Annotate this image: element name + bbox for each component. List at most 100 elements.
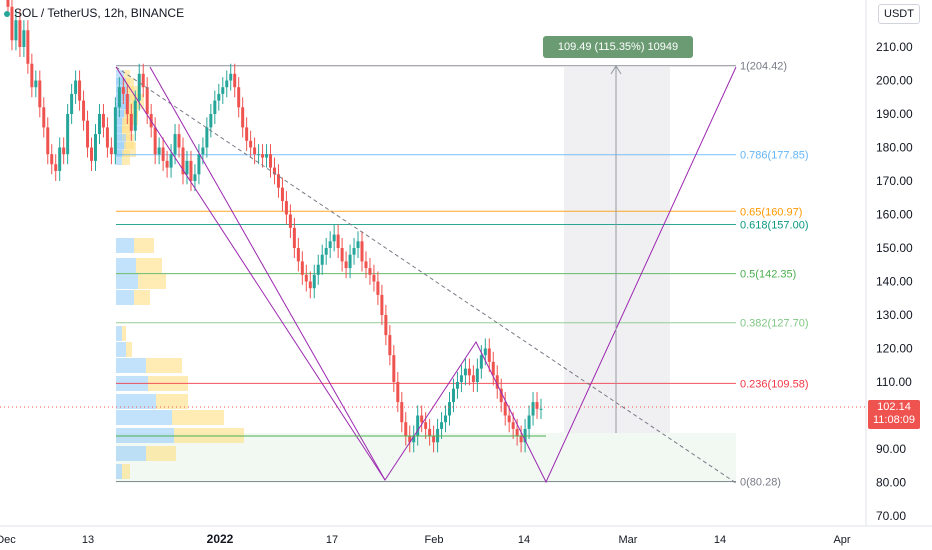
candle-body (455, 382, 459, 389)
candle-body (328, 241, 332, 248)
fib-level-label: 0.786(177.85) (740, 150, 809, 162)
volume-bar-buy (116, 446, 146, 461)
volume-bar-buy (116, 126, 122, 141)
candle-body (26, 30, 30, 64)
candle-body (348, 254, 352, 269)
candle-body (344, 261, 348, 269)
candle-body (82, 100, 86, 121)
candle-body (404, 422, 408, 436)
candle-body (272, 167, 276, 175)
time-tick-label: Dec (0, 534, 16, 546)
volume-bar-buy (116, 118, 122, 133)
candle-body (280, 187, 284, 202)
symbol-title[interactable]: SOL / TetherUS, 12h, BINANCE (4, 6, 184, 20)
price-tick-label: 210.00 (876, 40, 913, 54)
price-tick-label: 180.00 (876, 141, 913, 155)
candle-body (249, 140, 253, 148)
candle-body (356, 241, 360, 248)
price-tick-label: 130.00 (876, 308, 913, 322)
candle-body (479, 355, 483, 369)
volume-bar-buy (116, 134, 126, 149)
volume-bar-sell (136, 258, 162, 273)
candle-body (384, 315, 388, 336)
candle-body (380, 294, 384, 315)
candle-body (42, 107, 46, 128)
candle-body (233, 73, 237, 88)
candle-body (388, 335, 392, 356)
purple-path[interactable] (115, 66, 737, 484)
price-tick-label: 120.00 (876, 342, 913, 356)
candle-body (364, 261, 368, 269)
candle-body (14, 20, 18, 41)
candle-body (332, 234, 336, 242)
time-tick-label: 14 (714, 534, 726, 546)
currency-button[interactable]: USDT (878, 4, 920, 24)
volume-bar-sell (146, 446, 176, 461)
candle-body (459, 375, 463, 382)
candle-body (511, 422, 515, 429)
candle-body (86, 120, 90, 148)
candle-body (141, 73, 145, 88)
candle-body (360, 241, 364, 262)
candle-body (229, 73, 233, 81)
time-axis[interactable]: Dec 13 2022 17 Feb 14 Mar 14 Apr (0, 532, 851, 546)
candle-body (308, 281, 312, 289)
candle-body (74, 80, 78, 94)
candle-body (145, 87, 149, 114)
current-price-tag: 102.14 11:08:09 (868, 400, 920, 429)
candle-body (161, 147, 165, 161)
time-tick-label: Mar (619, 534, 638, 546)
volume-bar-buy (116, 110, 124, 125)
fib-retracement[interactable]: 1(204.42) 0.786(177.85) 0.65(160.97) 0.618(… (116, 61, 809, 489)
time-tick-label: 13 (82, 534, 94, 546)
candle-body (157, 147, 161, 155)
candle-body (292, 227, 296, 248)
measure-arrow-head (610, 65, 622, 75)
price-tick-label: 150.00 (876, 241, 913, 255)
volume-bar-buy (116, 464, 122, 479)
price-axis[interactable]: 210.00 200.00 190.00 180.00 170.00 160.00 150.… (876, 40, 913, 523)
candle-body (201, 147, 205, 155)
time-tick-label: Apr (833, 534, 850, 546)
bar-countdown: 11:08:09 (872, 414, 915, 426)
volume-bar-buy (116, 78, 126, 93)
candle-body (261, 154, 265, 158)
candle-body (432, 435, 436, 443)
candle-body (133, 100, 137, 131)
volume-bar-sell (172, 410, 224, 425)
candle-body (372, 274, 376, 282)
candle-body (535, 402, 539, 409)
price-tick-label: 80.00 (876, 476, 906, 490)
candle-body (66, 114, 70, 155)
candle-body (165, 160, 169, 168)
volume-bar-buy (116, 342, 126, 357)
candle-body (324, 248, 328, 255)
candle-body (173, 134, 177, 155)
candle-body (10, 6, 14, 41)
volume-bar-buy (116, 394, 156, 409)
dashed-trendline[interactable] (115, 66, 737, 484)
candle-body (288, 214, 292, 228)
candle-body (424, 422, 428, 429)
candle-body (491, 361, 495, 376)
candle-body (539, 408, 543, 410)
candle-body (340, 248, 344, 262)
candle-body (316, 264, 320, 275)
candle-body (6, 0, 10, 7)
volume-bar-buy (116, 410, 172, 425)
candle-body (30, 63, 34, 88)
candle-body (177, 134, 181, 148)
measure-label: 109.49 (115.35%) 10949 (543, 36, 693, 58)
price-tick-label: 140.00 (876, 275, 913, 289)
volume-bar-sell (134, 290, 150, 305)
candle-body (507, 415, 511, 423)
symbol-title-text: SOL / TetherUS, 12h, BINANCE (14, 6, 185, 20)
candle-body (304, 274, 308, 282)
candle-body (117, 87, 121, 108)
candle-body (169, 154, 173, 168)
candle-body (368, 268, 372, 275)
candle-body (185, 160, 189, 175)
time-tick-label: 17 (326, 534, 338, 546)
volume-bar-buy (116, 142, 124, 157)
